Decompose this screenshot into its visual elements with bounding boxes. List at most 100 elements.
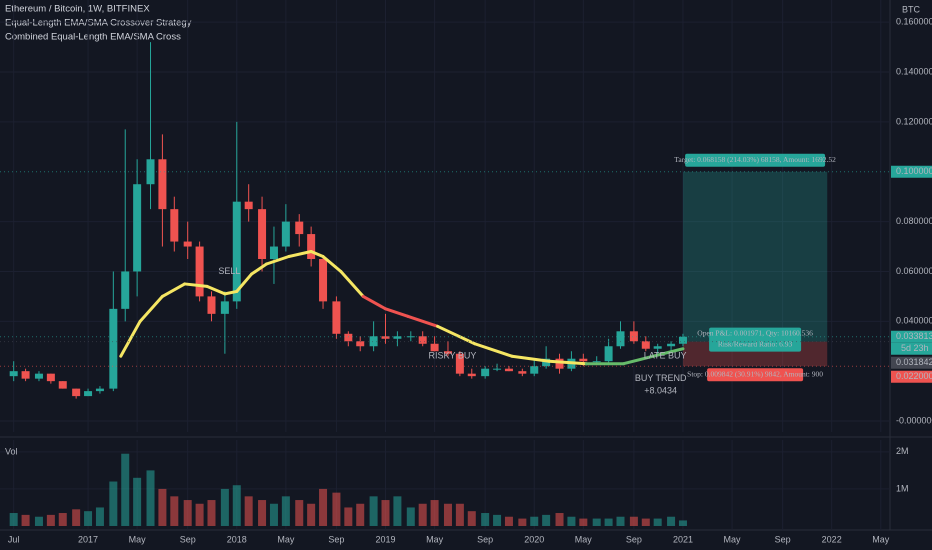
chart-title: Ethereum / Bitcoin, 1W, BITFINEX <box>5 4 150 15</box>
volume-bar <box>220 488 229 526</box>
candle-body <box>244 201 253 210</box>
candle-body <box>641 341 650 349</box>
candle-body <box>530 366 539 374</box>
ma-line <box>265 255 291 266</box>
volume-bar <box>567 516 576 526</box>
annotation: BUY TREND <box>635 373 687 383</box>
volume-bar <box>467 511 476 526</box>
candle-body <box>9 371 18 377</box>
candle-body <box>258 209 267 260</box>
price-label: 0.031842 <box>896 357 932 367</box>
ma-line <box>384 307 410 318</box>
x-tick-label: 2019 <box>375 534 395 544</box>
volume-bar <box>21 514 30 526</box>
y-tick-label: 1M <box>896 483 909 493</box>
volume-bar <box>332 492 341 526</box>
y-tick-label: 2M <box>896 446 909 456</box>
candle-body <box>170 209 179 242</box>
candle-body <box>72 388 81 397</box>
volume-bar <box>667 516 676 526</box>
volume-bar <box>493 514 502 526</box>
price-label-box <box>891 165 932 178</box>
target-zone <box>682 171 828 342</box>
x-tick-label: May <box>426 534 444 544</box>
volume-bar <box>121 453 130 526</box>
volume-bar <box>281 496 290 526</box>
ma-line <box>250 262 269 276</box>
candle-body <box>356 341 365 347</box>
ma-line <box>183 282 209 288</box>
candle-body <box>307 234 316 260</box>
candle-body <box>269 246 278 260</box>
x-tick-label: 2020 <box>524 534 544 544</box>
price-label: 0.033813 <box>896 331 932 341</box>
price-label: 0.100000 <box>896 166 932 176</box>
candle-body <box>109 308 118 389</box>
volume-bar <box>678 520 687 526</box>
candle-body <box>493 368 502 370</box>
x-tick-label: 2022 <box>822 534 842 544</box>
candle-body <box>430 343 439 352</box>
price-label-box <box>891 330 932 343</box>
annotation: LATE BUY <box>644 351 687 361</box>
candle-body <box>504 368 513 372</box>
candle-body <box>653 346 662 349</box>
rr-label: Risk/Reward Ratio: 6.93 <box>718 339 793 348</box>
volume-bar <box>258 500 267 526</box>
x-tick-label: Sep <box>477 534 493 544</box>
candle-body <box>381 336 390 339</box>
ma-line <box>223 289 239 296</box>
volume-bar <box>455 503 464 526</box>
candle-body <box>319 259 328 302</box>
x-tick-label: May <box>872 534 890 544</box>
ma-line <box>339 269 365 298</box>
y-tick-label: 0.080000 <box>896 216 932 226</box>
price-label-box <box>891 370 932 383</box>
candle-body <box>555 358 564 369</box>
candle-body <box>443 351 452 354</box>
volume-bar <box>579 518 588 526</box>
annotation: RISKY BUY <box>429 351 477 361</box>
indicator-name: Equal-Length EMA/SMA Crossover Strategy <box>5 18 192 29</box>
volume-bar <box>555 513 564 526</box>
candle-body <box>344 333 353 342</box>
candle-body <box>604 346 613 362</box>
candle-body <box>232 201 241 302</box>
ma-line <box>287 250 313 259</box>
volume-bar <box>133 477 142 526</box>
volume-bar <box>9 513 18 526</box>
ma-line <box>510 354 551 363</box>
candle-body <box>46 373 55 382</box>
candle-body <box>207 296 216 314</box>
x-tick-label: Sep <box>775 534 791 544</box>
volume-bar <box>641 518 650 526</box>
candle-body <box>34 373 43 379</box>
x-tick-label: May <box>129 534 147 544</box>
target-label: Target: 0.068158 (214.03%) 68158, Amount… <box>674 155 836 164</box>
candle-body <box>195 246 204 297</box>
indicator-name: Combined Equal-Length EMA/SMA Cross <box>5 32 181 43</box>
volume-bar <box>295 500 304 526</box>
candle-body <box>667 343 676 347</box>
y-tick-label: 0.140000 <box>896 66 932 76</box>
candle-body <box>678 336 687 344</box>
volume-bar <box>95 507 104 526</box>
candle-body <box>58 381 67 389</box>
candle-body <box>332 301 341 334</box>
candle-body <box>84 391 93 397</box>
y-tick-label: 0.060000 <box>896 266 932 276</box>
x-tick-label: May <box>277 534 295 544</box>
volume-bar <box>34 516 43 526</box>
volume-bar <box>430 500 439 526</box>
volume-bar <box>653 518 662 526</box>
ma-line <box>309 250 325 259</box>
volume-bar <box>518 518 527 526</box>
volume-bar <box>504 516 513 526</box>
volume-bar <box>629 516 638 526</box>
volume-bar <box>84 511 93 526</box>
label-box <box>685 153 826 167</box>
candle-body <box>281 221 290 247</box>
candle-body <box>518 371 527 374</box>
x-tick-label: Sep <box>626 534 642 544</box>
